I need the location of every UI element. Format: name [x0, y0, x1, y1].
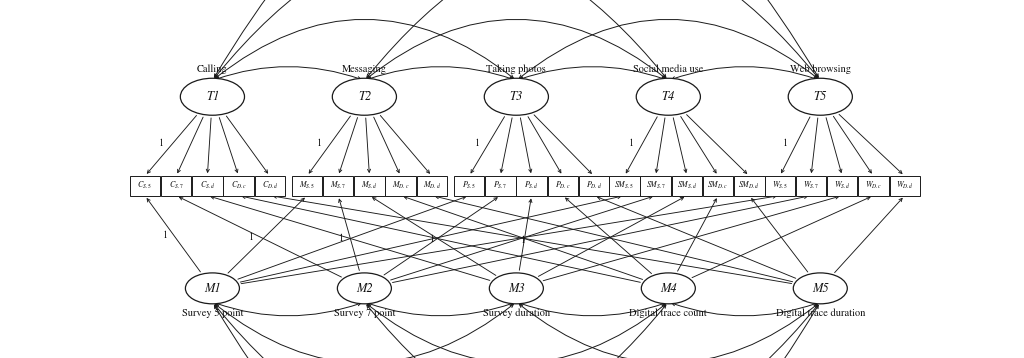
Ellipse shape	[788, 78, 852, 115]
Text: Digital trace count: Digital trace count	[630, 308, 708, 318]
FancyBboxPatch shape	[890, 176, 920, 196]
Text: Digital trace duration: Digital trace duration	[775, 308, 865, 318]
FancyBboxPatch shape	[354, 176, 385, 196]
FancyBboxPatch shape	[702, 176, 733, 196]
Text: M2: M2	[356, 282, 373, 295]
Text: $P_{S.7}$: $P_{S.7}$	[494, 180, 508, 192]
Text: $SM_{S.5}$: $SM_{S.5}$	[614, 180, 635, 192]
Text: $SM_{D.c}$: $SM_{D.c}$	[708, 180, 729, 192]
FancyBboxPatch shape	[485, 176, 515, 196]
Text: 1: 1	[629, 139, 634, 148]
Text: $W_{S.5}$: $W_{S.5}$	[772, 180, 787, 192]
Text: Messaging: Messaging	[342, 64, 387, 74]
Text: $C_{S.7}$: $C_{S.7}$	[169, 180, 183, 192]
Text: $P_{S.5}$: $P_{S.5}$	[462, 180, 476, 192]
Text: M1: M1	[204, 282, 221, 295]
Text: T3: T3	[510, 91, 523, 103]
Text: $M_{S.5}$: $M_{S.5}$	[299, 180, 315, 192]
Text: T5: T5	[814, 91, 827, 103]
FancyBboxPatch shape	[292, 176, 323, 196]
FancyBboxPatch shape	[548, 176, 578, 196]
Text: $W_{D.c}$: $W_{D.c}$	[865, 180, 882, 192]
Text: $C_{S.d}$: $C_{S.d}$	[200, 180, 215, 192]
Ellipse shape	[333, 78, 396, 115]
Ellipse shape	[636, 78, 700, 115]
FancyBboxPatch shape	[765, 176, 795, 196]
Text: 1: 1	[521, 235, 526, 245]
Text: $P_{S.d}$: $P_{S.d}$	[524, 180, 539, 192]
Ellipse shape	[641, 273, 695, 304]
Text: $SM_{D.d}$: $SM_{D.d}$	[738, 180, 760, 192]
Text: M3: M3	[508, 282, 524, 295]
Text: M5: M5	[812, 282, 828, 295]
FancyBboxPatch shape	[417, 176, 447, 196]
Text: $C_{S.5}$: $C_{S.5}$	[137, 180, 153, 192]
Text: 1: 1	[316, 139, 322, 148]
Text: 1: 1	[783, 139, 787, 149]
Ellipse shape	[337, 273, 391, 304]
FancyBboxPatch shape	[609, 176, 640, 196]
Ellipse shape	[489, 273, 544, 304]
FancyBboxPatch shape	[796, 176, 826, 196]
Text: $P_{D.d}$: $P_{D.d}$	[586, 180, 602, 192]
FancyBboxPatch shape	[516, 176, 547, 196]
FancyBboxPatch shape	[454, 176, 484, 196]
Text: Web browsing: Web browsing	[790, 64, 851, 74]
Text: 1: 1	[430, 234, 435, 244]
Text: $M_{S.d}$: $M_{S.d}$	[361, 180, 378, 192]
Text: $W_{S.7}$: $W_{S.7}$	[803, 180, 819, 192]
Text: Survey 7 point: Survey 7 point	[334, 308, 395, 318]
Text: Taking photos: Taking photos	[486, 64, 546, 74]
Text: $SM_{S.7}$: $SM_{S.7}$	[645, 180, 666, 192]
Text: $SM_{S.d}$: $SM_{S.d}$	[677, 180, 697, 192]
Text: $P_{D.c}$: $P_{D.c}$	[555, 180, 570, 192]
FancyBboxPatch shape	[858, 176, 889, 196]
Text: Survey 5 point: Survey 5 point	[181, 308, 243, 318]
Text: $M_{D.c}$: $M_{D.c}$	[392, 180, 410, 192]
Text: M4: M4	[660, 282, 677, 295]
Ellipse shape	[185, 273, 240, 304]
Text: 1: 1	[339, 233, 344, 243]
Text: 1: 1	[159, 138, 164, 148]
FancyBboxPatch shape	[193, 176, 222, 196]
Text: $W_{S.d}$: $W_{S.d}$	[834, 180, 851, 192]
FancyBboxPatch shape	[734, 176, 765, 196]
Text: $M_{D.d}$: $M_{D.d}$	[423, 180, 441, 192]
Text: 1: 1	[249, 232, 254, 242]
Text: T1: T1	[206, 91, 219, 103]
FancyBboxPatch shape	[579, 176, 609, 196]
Text: 1: 1	[163, 230, 168, 240]
FancyBboxPatch shape	[161, 176, 191, 196]
FancyBboxPatch shape	[385, 176, 416, 196]
Text: Survey duration: Survey duration	[482, 308, 550, 318]
FancyBboxPatch shape	[827, 176, 857, 196]
Text: $W_{D.d}$: $W_{D.d}$	[896, 180, 913, 192]
FancyBboxPatch shape	[223, 176, 254, 196]
Text: Social media use: Social media use	[633, 64, 703, 74]
Text: T2: T2	[357, 91, 371, 103]
Ellipse shape	[180, 78, 245, 115]
Text: $C_{D.d}$: $C_{D.d}$	[261, 180, 279, 192]
Ellipse shape	[484, 78, 549, 115]
Text: $C_{D.c}$: $C_{D.c}$	[230, 180, 247, 192]
Text: Calling: Calling	[198, 64, 227, 74]
FancyBboxPatch shape	[130, 176, 160, 196]
FancyBboxPatch shape	[255, 176, 285, 196]
FancyBboxPatch shape	[640, 176, 671, 196]
Ellipse shape	[794, 273, 847, 304]
FancyBboxPatch shape	[323, 176, 353, 196]
FancyBboxPatch shape	[672, 176, 702, 196]
Text: 1: 1	[475, 139, 480, 148]
Text: T4: T4	[662, 91, 675, 103]
Text: $M_{S.7}$: $M_{S.7}$	[330, 180, 346, 192]
